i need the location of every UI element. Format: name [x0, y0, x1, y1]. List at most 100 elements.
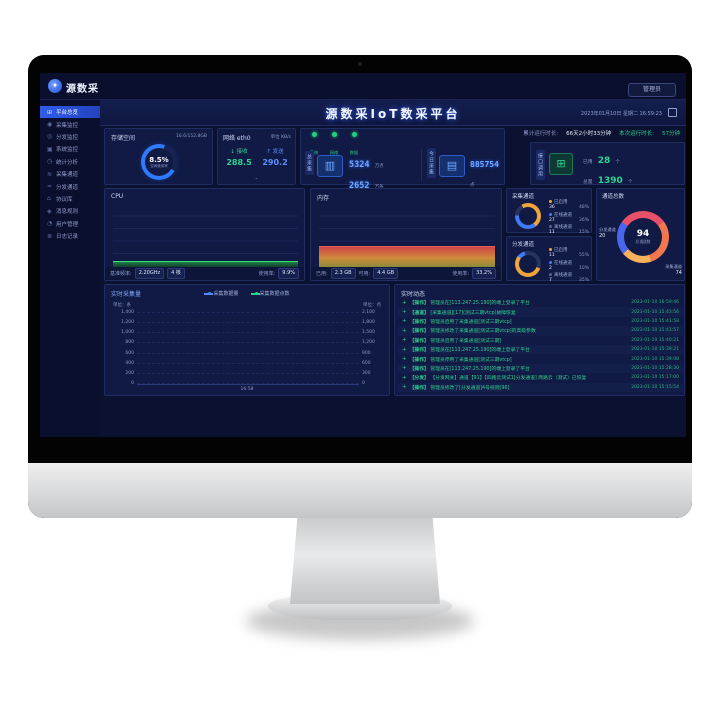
- api-used-unit: 个: [615, 160, 620, 165]
- activity-time: 2023-01-10 15:39:08: [631, 356, 679, 362]
- plus-icon: +: [402, 374, 407, 381]
- legend-dot: [549, 248, 552, 251]
- api-used-value: 28: [597, 156, 611, 166]
- sidebar-nav: ⊞ 平台总览 ◉ 采集监控 ◎ 分发监控 ▣ 系统监控 ◷ 统计分析: [40, 100, 100, 437]
- sidebar-item[interactable]: ◈ 消息规则: [40, 205, 100, 217]
- sidebar-item[interactable]: ▣ 系统监控: [40, 143, 100, 155]
- activity-message: [采集通道][17](测试三期vtcp)故障恢复: [430, 310, 516, 316]
- monitor-stand: [290, 516, 440, 604]
- activity-row[interactable]: + 【操作】 管理员在[113.247.25.190]的端上登录了平台 2023…: [398, 298, 683, 307]
- sidebar-item-label: 平台总览: [56, 110, 79, 117]
- api-total-value: 1390: [597, 176, 623, 186]
- dispatch-channel-panel: 分发通道 已启用 11 55% 在线通道 2 10% 离线通道 7 35%: [506, 236, 592, 283]
- today-points-value: 885754: [470, 160, 499, 169]
- legend-percent: 48%: [578, 205, 589, 210]
- collect-callout-value: 74: [675, 270, 682, 276]
- activity-row[interactable]: + 【通道】 [采集通道][17](测试三期vtcp)故障恢复 2023-01-…: [398, 307, 683, 317]
- sidebar-item[interactable]: ◷ 统计分析: [40, 156, 100, 168]
- legend-dot: [549, 260, 552, 264]
- plus-icon: +: [402, 309, 407, 316]
- memory-panel: 内存 已用: 2.3 GB 可用: 4.4 GB 使用率: 33.2%: [310, 188, 502, 281]
- legend-label: 采集数据点数: [259, 291, 290, 297]
- legend-value: 11: [549, 253, 555, 258]
- sidebar-item[interactable]: ≣ 日志记录: [40, 230, 100, 242]
- legend-label: 离线通道: [554, 225, 572, 230]
- activity-tag: 【操作】: [409, 348, 429, 354]
- sidebar-item[interactable]: ◉ 采集监控: [40, 118, 100, 130]
- status-dot-icon: [351, 132, 357, 137]
- gridline: 1,000 1,500: [121, 330, 375, 335]
- sidebar-item[interactable]: ≈ 分发通道: [40, 180, 100, 192]
- activity-tag: 【操作】: [409, 319, 429, 325]
- left-tick-label: 200: [125, 370, 134, 376]
- activity-row[interactable]: + 【分发】 【分发网关】通道【91】【四路云测试1[分发通道] 两路云（测试）…: [398, 373, 683, 382]
- activity-message: 管理员启用了采集通道[测试三期]: [430, 338, 502, 344]
- legend-label: 已启用: [554, 248, 568, 253]
- total-collect-icon: ▥: [317, 155, 343, 177]
- fullscreen-icon[interactable]: [668, 108, 677, 117]
- gridline: 0 0: [131, 381, 365, 386]
- legend-item: 在线通道 2 10%: [549, 260, 589, 271]
- legend-value: 11: [549, 230, 555, 235]
- sidebar-item[interactable]: ◎ 分发监控: [40, 131, 100, 143]
- activity-row[interactable]: + 【操作】 管理员在[113.247.25.190]的端上登录了平台 2023…: [398, 344, 683, 355]
- cpu-cores-value: 4 核: [167, 268, 185, 279]
- sidebar-item-label: 消息规则: [56, 209, 79, 216]
- legend-percent: 35%: [578, 278, 589, 283]
- legend-item: 已启用 11 55%: [549, 248, 589, 258]
- recv-label: ↓ 接收: [230, 149, 248, 155]
- admin-button[interactable]: 管理员: [628, 83, 676, 97]
- legend-value: 2: [549, 265, 552, 271]
- storage-capacity: 16.6/152.8GB: [176, 134, 207, 139]
- memory-used-value: 2.3 GB: [330, 268, 356, 279]
- activity-text: 【操作】 管理员在[113.247.25.190]的端上登录了平台: [410, 365, 628, 372]
- activity-message: 管理员在[113.247.25.190]的端上登录了平台: [430, 301, 530, 307]
- activity-time: 2023-01-10 15:41:57: [631, 328, 679, 334]
- right-tick-label: 2,100: [362, 310, 375, 315]
- storage-gauge: 8.5% 空间使用率: [141, 144, 177, 180]
- activity-row[interactable]: + 【操作】 管理员启用了采集通道[测试三期] 2023-01-10 15:40…: [398, 336, 683, 345]
- dispatch-callout-value: 20: [599, 233, 606, 239]
- legend-dot: [549, 200, 552, 203]
- activity-row[interactable]: + 【操作】 管理员在[113.247.25.190]的端上登录了平台 2023…: [398, 363, 683, 374]
- plus-icon: +: [402, 318, 407, 325]
- legend-item[interactable]: 采集数据量: [204, 290, 239, 297]
- sidebar-item-icon: ◔: [47, 220, 53, 228]
- cpu-panel: CPU 基准频率: 2.20GHz 4 核 使用率: 9.9%: [104, 188, 305, 281]
- total-collect-label: 总采集: [305, 151, 314, 175]
- legend-percent: 36%: [578, 217, 589, 223]
- cpu-footer: 基准频率: 2.20GHz 4 核 使用率: 9.9%: [105, 267, 304, 280]
- chart-grid: 1,400 2,100 1,200 1,800 1,000 1,500 800 …: [121, 310, 375, 386]
- activity-list: + 【操作】 管理员在[113.247.25.190]的端上登录了平台 2023…: [398, 298, 683, 392]
- sidebar-item-icon: ≈: [47, 183, 53, 191]
- storage-caption: 空间使用率: [150, 163, 168, 168]
- collect-callout: 采集通道 74: [660, 264, 682, 276]
- sidebar-item[interactable]: ⊞ 平台总览: [40, 106, 100, 119]
- total-collect-values: 5324 万点 2652 万条: [349, 152, 384, 192]
- sidebar-item[interactable]: ◔ 用户管理: [40, 218, 100, 230]
- x-axis-line: [137, 384, 359, 385]
- activity-row[interactable]: + 【操作】 管理员修改了采集通道[测试三期vtcp]的高级参数 2023-01…: [398, 326, 683, 336]
- channel-total-title: 通道总数: [602, 194, 625, 200]
- legend-item[interactable]: 采集数据点数: [250, 290, 290, 297]
- cpu-usage-label: 使用率:: [258, 271, 276, 277]
- status-dot-icon: [311, 132, 317, 137]
- right-tick-label: 900: [362, 350, 371, 356]
- legend-label: 在线通道: [554, 260, 572, 266]
- sidebar-item[interactable]: ⌂ 协议库: [40, 193, 100, 205]
- gridline: 1,200 1,800: [121, 320, 375, 325]
- sidebar-item[interactable]: ≋ 采集通道: [40, 168, 100, 180]
- activity-row[interactable]: + 【操作】 管理员修改了[分发通道]4号规则[96] 2023-01-10 1…: [398, 382, 683, 392]
- legend-percent: 15%: [578, 230, 589, 235]
- sidebar-item-icon: ⊞: [47, 108, 53, 116]
- memory-footer: 已用: 2.3 GB 可用: 4.4 GB 使用率: 33.2%: [311, 267, 501, 280]
- sidebar-item-icon: ◉: [47, 121, 53, 129]
- api-icon: ⊞: [549, 153, 573, 175]
- memory-free-label: 可用:: [358, 271, 371, 277]
- plus-icon: +: [402, 327, 407, 334]
- left-tick-label: 400: [125, 360, 134, 366]
- activity-row[interactable]: + 【操作】 管理员停用了采集通道[测试三期vtcp] 2023-01-10 1…: [398, 354, 683, 363]
- activity-row[interactable]: + 【操作】 管理员启用了采集通道[测试三期vtcp] 2023-01-10 1…: [398, 317, 683, 326]
- storage-percent: 8.5%: [149, 155, 169, 164]
- realtime-chart-panel: 实时采集量 采集数据量 采集数据点数 单位：条 单位：点: [104, 284, 390, 396]
